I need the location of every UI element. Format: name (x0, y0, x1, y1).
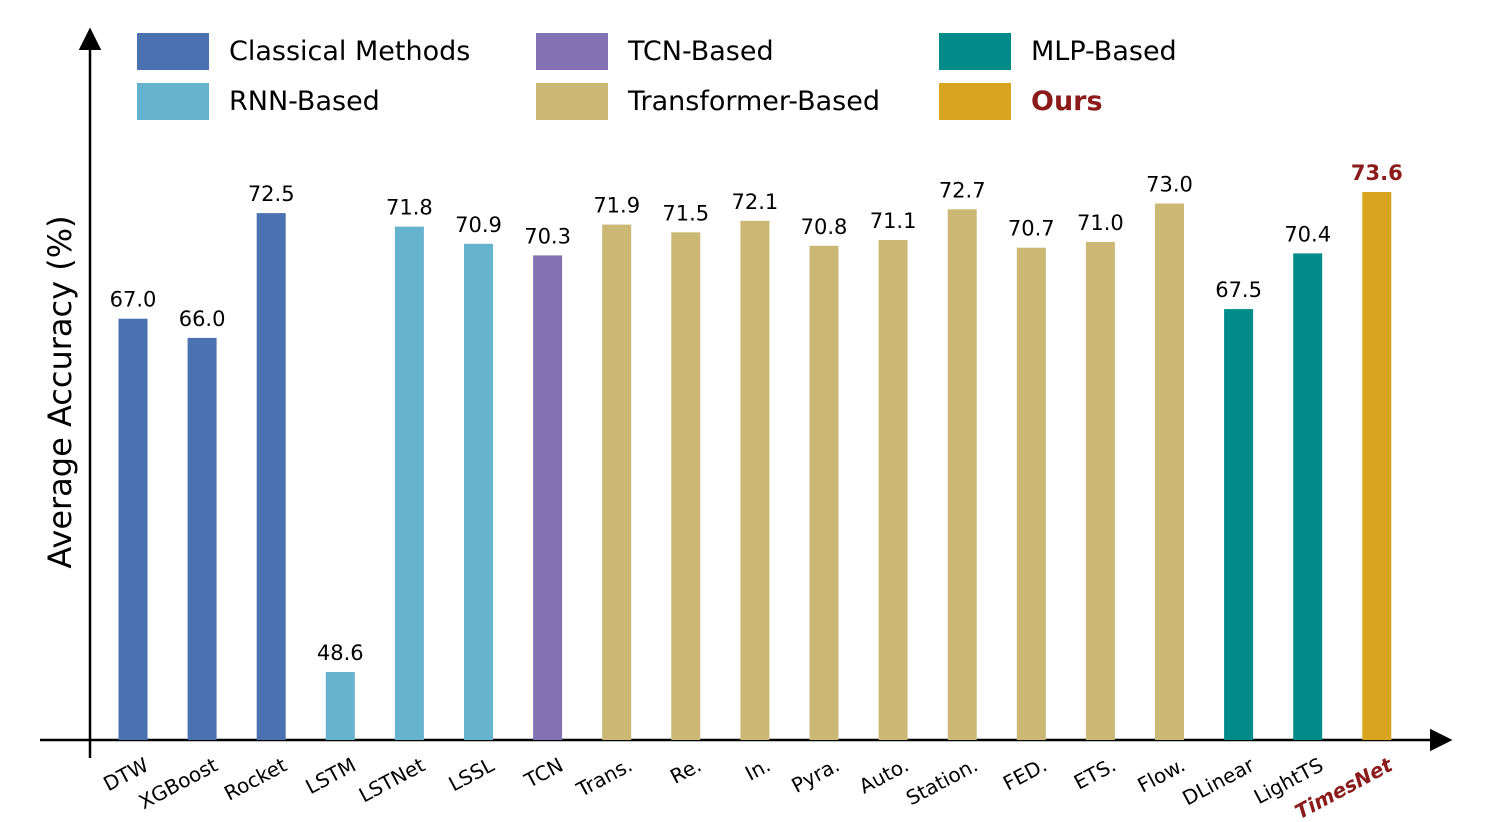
bar-lightts (1293, 253, 1323, 740)
data-label-dtw: 67.0 (110, 288, 157, 312)
bar-lstnet (394, 226, 424, 741)
data-labels: 67.0 66.0 72.5 48.6 71.8 70.9 70.3 71.9 71.5 72.1… (110, 161, 1403, 665)
legend-swatch-mlp (939, 33, 1011, 70)
data-label-trans: 71.9 (593, 194, 640, 218)
bars (118, 192, 1392, 741)
legend-swatch-rnn (137, 83, 209, 120)
x-tick-label-rocket: Rocket (220, 753, 291, 806)
legend: Classical Methods RNN-Based TCN-Based Trans… (137, 33, 1177, 120)
data-label-station: 72.7 (939, 178, 986, 202)
data-label-rocket: 72.5 (248, 182, 295, 206)
y-axis-label: Average Accuracy (%) (41, 215, 79, 568)
bar-lstm (325, 672, 355, 740)
legend-label-classical: Classical Methods (229, 36, 470, 67)
legend-label-transformer: Transformer-Based (627, 86, 880, 117)
data-label-fed: 70.7 (1008, 217, 1055, 241)
legend-swatch-ours (939, 83, 1011, 120)
data-label-re: 71.5 (662, 201, 709, 225)
data-label-flow: 73.0 (1146, 173, 1193, 197)
bar-rocket (256, 213, 286, 741)
x-tick-label-tcn: TCN (520, 753, 567, 793)
bar-in (740, 220, 770, 741)
x-tick-label-dlinear: DLinear (1178, 752, 1258, 810)
bar-ets (1085, 241, 1115, 740)
data-label-dlinear: 67.5 (1215, 278, 1262, 302)
legend-label-rnn: RNN-Based (229, 86, 380, 117)
legend-label-mlp: MLP-Based (1031, 36, 1177, 67)
x-tick-label-lstnet: LSTNet (355, 753, 429, 808)
data-label-lssl: 70.9 (455, 213, 502, 237)
x-tick-label-xgboost: XGBoost (135, 753, 222, 814)
x-tick-label-station: Station. (902, 753, 982, 811)
x-tick-label-trans: Trans. (572, 753, 636, 802)
data-label-xgboost: 66.0 (179, 307, 226, 331)
x-tick-label-re: Re. (666, 753, 705, 789)
x-tick-label-in: In. (741, 753, 774, 786)
legend-swatch-transformer (536, 83, 608, 120)
x-tick-label-fed: FED. (999, 753, 1051, 796)
x-tick-label-pyra: Pyra. (787, 753, 843, 798)
bar-auto (878, 240, 908, 740)
data-label-tcn: 70.3 (524, 224, 571, 248)
bar-pyra (809, 245, 839, 741)
data-label-lstnet: 71.8 (386, 196, 433, 220)
bar-station (947, 209, 977, 741)
data-label-ets: 71.0 (1077, 211, 1124, 235)
data-label-pyra: 70.8 (801, 215, 848, 239)
bar-dtw (118, 318, 148, 740)
bar-trans (602, 224, 632, 741)
bar-timesnet (1362, 192, 1392, 740)
bar-re (671, 232, 701, 741)
x-tick-label-lstm: LSTM (301, 753, 359, 799)
bar-lssl (464, 243, 493, 741)
x-tick-label-lssl: LSSL (445, 752, 499, 796)
data-label-lightts: 70.4 (1284, 222, 1331, 246)
bar-flow (1155, 203, 1184, 740)
bar-dlinear (1224, 309, 1254, 740)
legend-swatch-classical (137, 33, 209, 70)
x-tick-label-ets: ETS. (1070, 753, 1120, 795)
legend-label-ours: Ours (1031, 86, 1103, 117)
legend-swatch-tcn (536, 33, 608, 70)
bar-tcn (533, 255, 563, 740)
data-label-auto: 71.1 (870, 209, 917, 233)
data-label-timesnet: 73.6 (1351, 161, 1403, 185)
bar-fed (1016, 247, 1046, 740)
data-label-lstm: 48.6 (317, 641, 364, 665)
legend-label-tcn: TCN-Based (627, 36, 774, 67)
data-label-in: 72.1 (732, 190, 779, 214)
bar-xgboost (187, 337, 217, 740)
